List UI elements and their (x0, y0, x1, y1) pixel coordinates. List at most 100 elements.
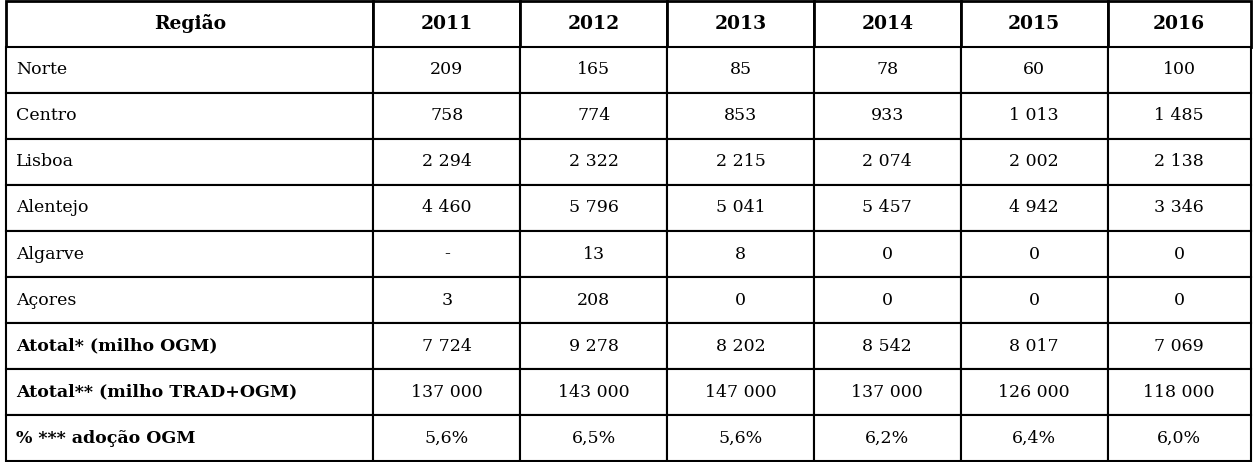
Text: 4 460: 4 460 (422, 200, 471, 217)
Bar (6, 369, 373, 415)
Bar (1107, 47, 1251, 93)
Text: 147 000: 147 000 (705, 383, 777, 401)
Bar (960, 415, 1107, 461)
Text: 2013: 2013 (714, 15, 767, 33)
Bar (520, 231, 667, 277)
Text: Norte: Norte (16, 61, 68, 79)
Text: 85: 85 (729, 61, 752, 79)
Bar (815, 231, 960, 277)
Text: Açores: Açores (16, 292, 77, 309)
Text: 5 041: 5 041 (715, 200, 766, 217)
Bar (520, 139, 667, 185)
Bar (373, 47, 520, 93)
Bar (1107, 277, 1251, 323)
Text: 1 485: 1 485 (1154, 108, 1204, 124)
Text: 0: 0 (735, 292, 745, 309)
Text: 0: 0 (882, 292, 892, 309)
Bar (960, 369, 1107, 415)
Text: % *** adoção OGM: % *** adoção OGM (16, 430, 196, 447)
Text: 8 542: 8 542 (862, 338, 913, 354)
Text: 209: 209 (430, 61, 464, 79)
Text: 78: 78 (876, 61, 899, 79)
Text: 5 796: 5 796 (568, 200, 618, 217)
Bar (1107, 369, 1251, 415)
Text: 6,0%: 6,0% (1158, 430, 1202, 447)
Bar (1107, 323, 1251, 369)
Text: 13: 13 (582, 245, 605, 262)
Bar (815, 185, 960, 231)
Text: Atotal* (milho OGM): Atotal* (milho OGM) (16, 338, 217, 354)
Text: 4 942: 4 942 (1009, 200, 1060, 217)
Bar (6, 231, 373, 277)
Bar (815, 93, 960, 139)
Bar (1107, 415, 1251, 461)
Bar (815, 47, 960, 93)
Bar (815, 369, 960, 415)
Text: 118 000: 118 000 (1144, 383, 1216, 401)
Text: 5,6%: 5,6% (718, 430, 763, 447)
Bar (6, 277, 373, 323)
Bar (6, 47, 373, 93)
Bar (520, 1, 667, 47)
Text: 6,2%: 6,2% (865, 430, 910, 447)
Bar (520, 369, 667, 415)
Text: Lisboa: Lisboa (16, 153, 74, 170)
Bar (960, 47, 1107, 93)
Text: 6,5%: 6,5% (572, 430, 616, 447)
Bar (960, 1, 1107, 47)
Bar (960, 231, 1107, 277)
Text: 0: 0 (882, 245, 892, 262)
Text: 2 294: 2 294 (422, 153, 471, 170)
Bar (6, 323, 373, 369)
Bar (1107, 139, 1251, 185)
Bar (520, 185, 667, 231)
Bar (667, 277, 815, 323)
Bar (373, 231, 520, 277)
Text: 2 322: 2 322 (568, 153, 618, 170)
Text: 2012: 2012 (568, 15, 620, 33)
Text: Alentejo: Alentejo (16, 200, 89, 217)
Bar (960, 185, 1107, 231)
Bar (667, 185, 815, 231)
Text: 7 069: 7 069 (1154, 338, 1204, 354)
Bar (373, 185, 520, 231)
Bar (1107, 93, 1251, 139)
Bar (815, 139, 960, 185)
Bar (667, 369, 815, 415)
Text: 2011: 2011 (421, 15, 473, 33)
Text: -: - (444, 245, 450, 262)
Bar (667, 415, 815, 461)
Text: 774: 774 (577, 108, 611, 124)
Text: 126 000: 126 000 (998, 383, 1070, 401)
Bar (373, 415, 520, 461)
Bar (6, 93, 373, 139)
Text: 2 002: 2 002 (1009, 153, 1060, 170)
Text: Atotal** (milho TRAD+OGM): Atotal** (milho TRAD+OGM) (16, 383, 298, 401)
Bar (815, 277, 960, 323)
Text: 137 000: 137 000 (851, 383, 923, 401)
Bar (815, 1, 960, 47)
Bar (667, 1, 815, 47)
Text: 7 724: 7 724 (422, 338, 471, 354)
Bar (373, 277, 520, 323)
Text: 137 000: 137 000 (411, 383, 483, 401)
Text: 2015: 2015 (1008, 15, 1060, 33)
Text: 5 457: 5 457 (862, 200, 913, 217)
Bar (520, 277, 667, 323)
Bar (520, 323, 667, 369)
Bar (667, 231, 815, 277)
Text: 8: 8 (735, 245, 745, 262)
Bar (373, 139, 520, 185)
Text: Centro: Centro (16, 108, 77, 124)
Text: 3: 3 (441, 292, 453, 309)
Bar (6, 185, 373, 231)
Bar (373, 1, 520, 47)
Text: 2 215: 2 215 (715, 153, 766, 170)
Text: 208: 208 (577, 292, 610, 309)
Text: 933: 933 (871, 108, 904, 124)
Text: 2014: 2014 (861, 15, 914, 33)
Text: 0: 0 (1174, 292, 1184, 309)
Bar (373, 369, 520, 415)
Text: 143 000: 143 000 (558, 383, 630, 401)
Text: 165: 165 (577, 61, 610, 79)
